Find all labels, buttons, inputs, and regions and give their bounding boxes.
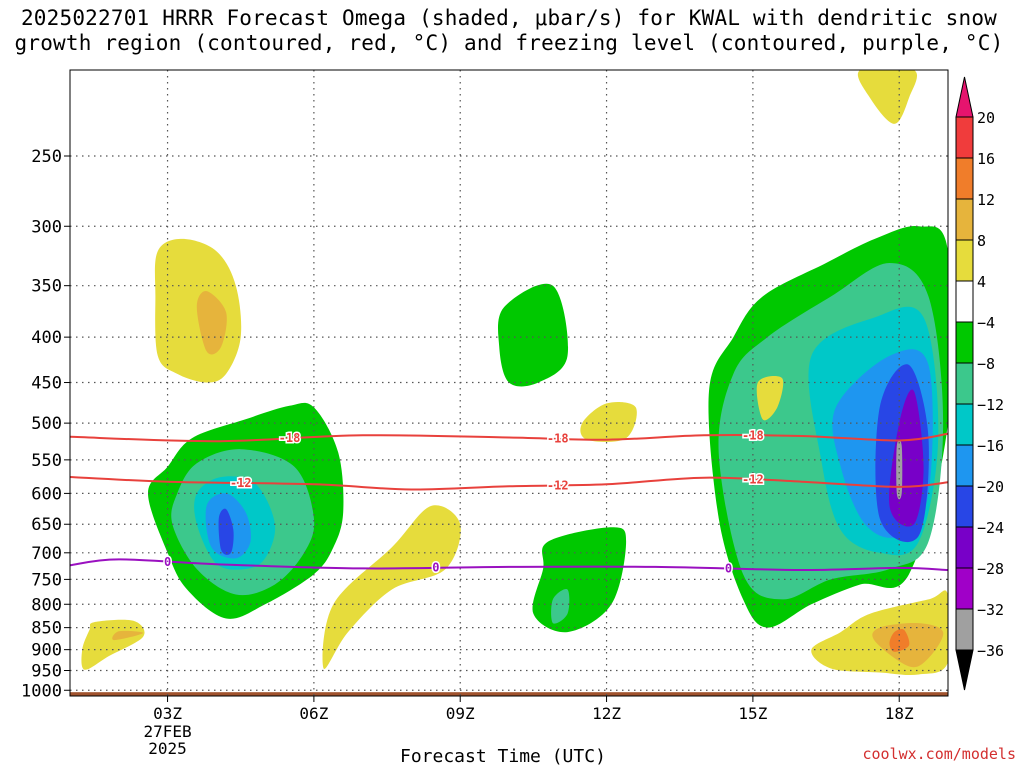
x-tick-label-4: 15Z — [738, 704, 767, 723]
colorbar-swatch-4 — [955, 280, 974, 323]
contour-line-2 — [70, 558, 948, 572]
y-tick-label-14: 950 — [31, 661, 62, 681]
y-tick-label-7: 600 — [31, 484, 62, 504]
colorbar-swatch-9 — [955, 485, 974, 528]
colorbar-swatch-11 — [955, 567, 974, 610]
contour-label-1-1: -12 — [547, 478, 569, 492]
omega-region-24 — [857, 70, 918, 124]
y-tick-label-0: 250 — [31, 147, 62, 167]
contour-line-1 — [70, 476, 948, 491]
plot-area: -18 -18 -18 -12 -12 -12 0 0 0 — [70, 70, 948, 696]
x-axis-title: Forecast Time (UTC) — [400, 746, 606, 767]
x-tick-label-5: 18Z — [885, 704, 914, 723]
title-line-2: growth region (contoured, red, °C) and f… — [14, 31, 1004, 55]
colorbar-bottom-arrow — [955, 649, 974, 691]
colorbar-swatch-5 — [955, 321, 974, 364]
colorbar-label-13: −36 — [977, 642, 1004, 660]
colorbar-label-4: 4 — [977, 273, 986, 291]
colorbar-swatch-3 — [955, 239, 974, 282]
x-tick-label-2: 09Z — [446, 704, 475, 723]
contour-line-0 — [70, 432, 948, 443]
y-tick-label-9: 700 — [31, 544, 62, 564]
omega-region-13 — [551, 588, 570, 624]
omega-region-8 — [218, 508, 234, 555]
colorbar-swatch-1 — [955, 157, 974, 200]
site-credit: coolwx.com/models — [862, 745, 1016, 763]
y-tick-label-12: 850 — [31, 619, 62, 639]
colorbar-label-10: −24 — [977, 519, 1004, 537]
omega-region-25 — [756, 375, 784, 421]
y-tick-label-5: 500 — [31, 414, 62, 434]
y-tick-label-10: 750 — [31, 570, 62, 590]
contour-label-2-0: 0 — [164, 555, 171, 569]
omega-region-11 — [580, 401, 637, 442]
colorbar-top-arrow — [955, 76, 974, 118]
y-tick-label-1: 300 — [31, 217, 62, 237]
y-tick-label-6: 550 — [31, 451, 62, 471]
title-line-1: 2025022701 HRRR Forecast Omega (shaded, … — [20, 6, 998, 30]
y-tick-label-2: 350 — [31, 277, 62, 297]
omega-region-9 — [322, 505, 461, 670]
date-label-0: 27FEB — [143, 722, 191, 741]
terrain-ground — [70, 692, 948, 696]
contour-label-2-1: 0 — [432, 561, 439, 575]
colorbar-label-2: 12 — [977, 191, 995, 209]
contour-label-0-0: -18 — [279, 431, 301, 445]
colorbar-swatch-0 — [955, 116, 974, 159]
colorbar-swatch-2 — [955, 198, 974, 241]
colorbar-label-11: −28 — [977, 560, 1004, 578]
contour-label-1-0: -12 — [230, 476, 252, 490]
colorbar-label-1: 16 — [977, 150, 995, 168]
omega-region-1 — [112, 630, 144, 641]
colorbar-label-8: −16 — [977, 437, 1004, 455]
contour-label-0-2: -18 — [742, 429, 764, 443]
omega-region-20 — [896, 439, 903, 500]
colorbar-label-0: 20 — [977, 109, 995, 127]
colorbar-label-9: −20 — [977, 478, 1004, 496]
contour-label-0-1: -18 — [547, 432, 569, 446]
y-tick-label-15: 1000 — [21, 681, 62, 701]
y-tick-label-13: 900 — [31, 641, 62, 661]
colorbar-swatch-7 — [955, 403, 974, 446]
contour-label-1-2: -12 — [742, 473, 764, 487]
chart-title: 2025022701 HRRR Forecast Omega (shaded, … — [0, 6, 1018, 56]
contour-label-2-2: 0 — [725, 561, 732, 575]
colorbar-swatch-6 — [955, 362, 974, 405]
y-tick-label-3: 400 — [31, 328, 62, 348]
colorbar-label-7: −12 — [977, 396, 1004, 414]
colorbar-label-12: −32 — [977, 601, 1004, 619]
colorbar-swatch-8 — [955, 444, 974, 487]
omega-region-10 — [497, 283, 569, 387]
colorbar-label-3: 8 — [977, 232, 986, 250]
x-tick-label-0: 03Z — [153, 704, 182, 723]
y-tick-label-8: 650 — [31, 515, 62, 535]
y-tick-label-4: 450 — [31, 374, 62, 394]
colorbar-label-5: −4 — [977, 314, 995, 332]
colorbar-swatch-10 — [955, 526, 974, 569]
x-tick-label-3: 12Z — [592, 704, 621, 723]
x-tick-label-1: 06Z — [299, 704, 328, 723]
date-label-1: 2025 — [148, 739, 187, 758]
omega-region-3 — [196, 291, 227, 355]
y-tick-label-11: 800 — [31, 595, 62, 615]
colorbar-swatch-12 — [955, 608, 974, 651]
colorbar-label-6: −8 — [977, 355, 995, 373]
omega-region-12 — [532, 527, 627, 633]
